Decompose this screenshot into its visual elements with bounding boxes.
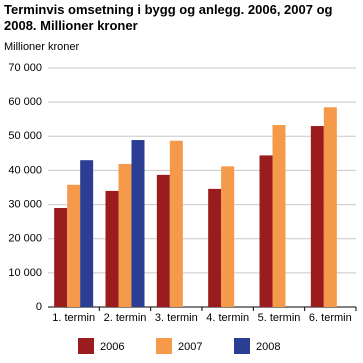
bar [156, 174, 170, 307]
bar [221, 166, 235, 307]
bar [118, 163, 132, 307]
chart-title: Terminvis omsetning i bygg og anlegg. 20… [4, 2, 333, 33]
bar [272, 125, 286, 307]
bar [67, 184, 81, 307]
y-tick-label: 60 000 [8, 96, 42, 108]
x-tick-label: 2. termin [104, 312, 147, 324]
x-tick-label: 6. termin [309, 312, 352, 324]
x-tick-label: 1. termin [52, 312, 95, 324]
y-tick-label: 30 000 [8, 198, 42, 210]
legend-swatch [156, 338, 172, 354]
bar [54, 207, 68, 307]
legend-label: 2008 [256, 341, 280, 353]
y-tick-label: 40 000 [8, 164, 42, 176]
bar [259, 155, 273, 307]
y-tick-label: 50 000 [8, 130, 42, 142]
bar [105, 190, 119, 307]
legend-label: 2007 [178, 341, 202, 353]
y-tick-label: 20 000 [8, 233, 42, 245]
x-tick-label: 5. termin [258, 312, 301, 324]
y-tick-label: 70 000 [8, 62, 42, 74]
legend-swatch [78, 338, 94, 354]
bar [131, 140, 145, 307]
x-tick-label: 3. termin [155, 312, 198, 324]
y-tick-label: 0 [36, 301, 42, 313]
bar [208, 188, 222, 307]
bar [169, 140, 183, 307]
y-tick-label: 10 000 [8, 267, 42, 279]
legend-label: 2006 [100, 341, 124, 353]
legend-swatch [234, 338, 250, 354]
bar [80, 160, 94, 307]
bar [310, 126, 324, 308]
bar [323, 107, 337, 307]
x-tick-label: 4. termin [206, 312, 249, 324]
y-axis-label: Millioner kroner [4, 41, 80, 53]
